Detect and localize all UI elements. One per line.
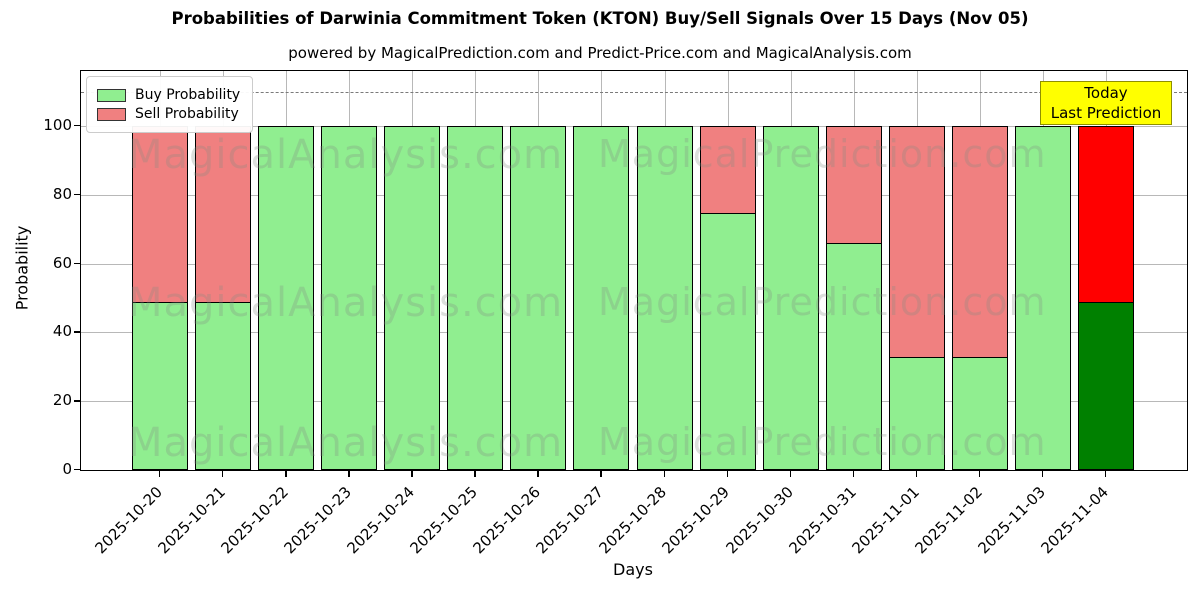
x-axis-label: Days <box>613 560 653 579</box>
x-tick-label: 2025-10-22 <box>217 483 292 558</box>
sell-bar-segment <box>888 126 945 358</box>
buy-bar-segment <box>195 301 252 470</box>
buy-bar-segment <box>762 126 819 470</box>
x-tick-label: 2025-10-21 <box>154 483 229 558</box>
y-tick-label: 60 <box>52 253 72 272</box>
x-tick-mark <box>1041 470 1044 477</box>
x-tick-label: 2025-10-24 <box>343 483 419 558</box>
x-tick-mark <box>978 470 981 477</box>
h-gridline <box>81 332 1187 334</box>
buy-bar-segment <box>384 126 441 470</box>
y-tick-label: 0 <box>62 460 72 478</box>
today-annotation-line1: Today <box>1084 84 1128 102</box>
chart-subtitle: powered by MagicalPrediction.com and Pre… <box>288 44 912 62</box>
buy-bar-segment <box>510 126 567 470</box>
buy-bar-segment <box>636 126 693 470</box>
h-gridline <box>81 194 1187 196</box>
h-gridline <box>81 401 1187 403</box>
x-tick-mark <box>348 470 350 477</box>
x-tick-mark <box>663 470 665 477</box>
legend: Buy Probability Sell Probability <box>86 76 254 133</box>
sell-bar-segment <box>195 126 252 303</box>
x-tick-label: 2025-10-20 <box>91 483 166 558</box>
today-annotation: Today Last Prediction <box>1040 81 1172 125</box>
buy-bar-segment <box>825 242 882 470</box>
buy-bar-segment <box>699 212 756 470</box>
x-tick-label: 2025-11-03 <box>974 483 1049 558</box>
y-axis-label: Probability <box>12 225 32 311</box>
y-tick-label: 80 <box>52 184 72 203</box>
chart-title: Probabilities of Darwinia Commitment Tok… <box>171 9 1029 28</box>
buy-bar-segment <box>888 356 945 470</box>
buy-bar-segment <box>132 301 188 470</box>
h-gridline <box>81 263 1187 265</box>
h-gridline <box>81 126 1187 128</box>
legend-label-buy: Buy Probability <box>135 87 241 103</box>
buy-bar-segment <box>447 126 504 470</box>
y-tick-mark <box>74 262 80 264</box>
sell-bar-segment <box>951 126 1008 358</box>
legend-item-buy: Buy Probability <box>97 87 240 103</box>
y-tick-mark <box>74 400 80 402</box>
buy-swatch-icon <box>97 88 126 102</box>
buy-bar-segment <box>1014 126 1071 470</box>
x-tick-mark <box>159 470 161 477</box>
x-tick-label: 2025-10-26 <box>469 483 545 558</box>
x-tick-mark <box>537 470 539 477</box>
x-tick-label: 2025-10-29 <box>658 483 734 558</box>
buy-bar-segment <box>573 126 630 470</box>
x-tick-mark <box>1105 470 1107 477</box>
x-tick-label: 2025-11-02 <box>911 483 986 558</box>
y-tick-mark <box>74 193 80 196</box>
plot-area <box>80 70 1188 471</box>
sell-bar-segment <box>1078 126 1135 303</box>
x-tick-mark <box>411 470 413 477</box>
x-tick-label: 2025-10-25 <box>406 483 482 558</box>
x-tick-label: 2025-11-04 <box>1037 483 1112 558</box>
x-tick-mark <box>600 470 602 477</box>
x-tick-mark <box>726 470 729 477</box>
x-tick-mark <box>789 470 792 477</box>
x-tick-mark <box>222 470 224 477</box>
x-tick-mark <box>852 470 855 477</box>
x-tick-mark <box>915 470 918 477</box>
legend-label-sell: Sell Probability <box>135 106 239 122</box>
today-annotation-line2: Last Prediction <box>1050 104 1162 122</box>
legend-item-sell: Sell Probability <box>97 106 240 122</box>
x-tick-mark <box>285 470 287 477</box>
x-tick-label: 2025-10-27 <box>532 483 608 558</box>
y-tick-mark <box>74 331 80 333</box>
buy-bar-segment <box>1078 301 1135 470</box>
x-tick-mark <box>474 470 476 477</box>
buy-bar-segment <box>321 126 378 470</box>
dashed-reference-line <box>81 91 1187 93</box>
y-tick-label: 40 <box>52 322 72 341</box>
y-tick-label: 20 <box>52 391 72 410</box>
x-tick-label: 2025-10-30 <box>722 483 797 558</box>
y-tick-mark <box>74 125 80 127</box>
y-tick-mark <box>74 469 80 471</box>
sell-bar-segment <box>699 126 756 214</box>
sell-bar-segment <box>825 126 882 245</box>
buy-bar-segment <box>951 356 1008 470</box>
x-tick-label: 2025-11-01 <box>848 483 923 558</box>
buy-bar-segment <box>258 126 315 470</box>
sell-bar-segment <box>132 126 188 303</box>
sell-swatch-icon <box>97 107 126 121</box>
x-tick-label: 2025-10-23 <box>280 483 355 558</box>
y-tick-label: 100 <box>43 116 72 135</box>
